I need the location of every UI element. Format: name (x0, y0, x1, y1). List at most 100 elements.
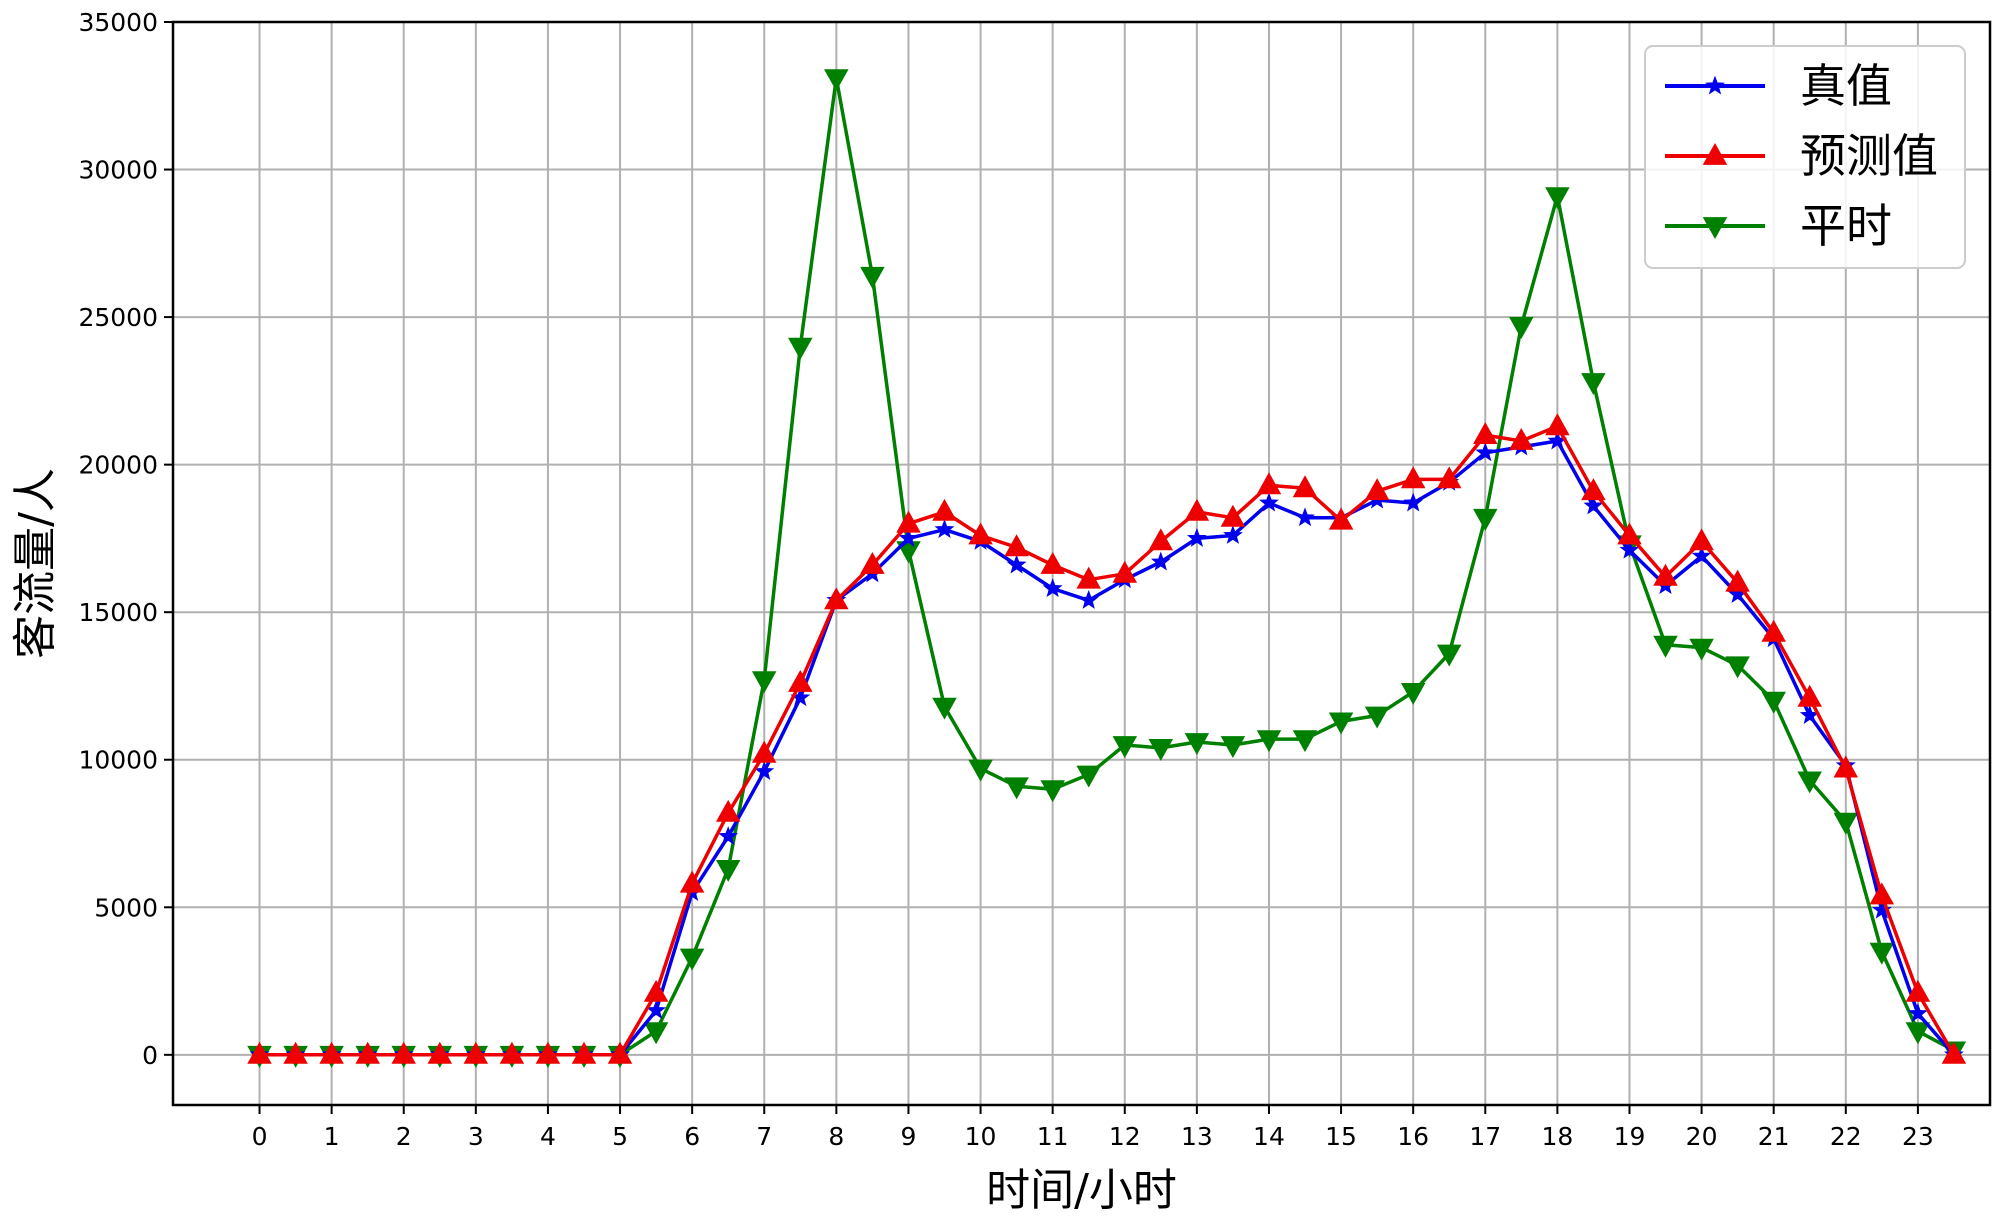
x-tick-label: 15 (1325, 1122, 1357, 1151)
y-tick-label: 25000 (78, 303, 158, 332)
data-point (1725, 656, 1750, 679)
data-point (968, 522, 993, 545)
data-point (1220, 736, 1246, 759)
x-tick-label: 10 (965, 1122, 997, 1151)
legend-swatch-marker (1702, 217, 1728, 240)
data-point (1473, 508, 1498, 531)
y-axis-title: 客流量/人 (10, 468, 61, 659)
y-tick-label: 10000 (78, 746, 158, 775)
data-point (1619, 539, 1640, 559)
data-point (1436, 466, 1462, 489)
x-tick-label: 19 (1614, 1122, 1646, 1151)
data-point (1509, 427, 1534, 450)
x-tick-label: 11 (1037, 1122, 1069, 1151)
series-1 (247, 413, 1967, 1064)
data-point (1653, 563, 1678, 586)
x-tick-label: 21 (1758, 1122, 1790, 1151)
data-point (932, 498, 957, 521)
data-point (1040, 780, 1065, 803)
data-point (247, 1041, 272, 1064)
data-point (1292, 475, 1318, 498)
data-point (1256, 472, 1282, 495)
data-point (1004, 777, 1029, 800)
legend-item: 预测值 (1665, 129, 1938, 183)
data-point (1148, 528, 1174, 551)
data-point (751, 671, 777, 694)
legend-label: 平时 (1800, 199, 1892, 253)
data-point (751, 740, 777, 763)
x-axis: 0 1 2 3 4 5 6 7 8 9 10 11 12 13 14 15 16 17 18 19 20 21 22 23 (252, 1105, 1934, 1151)
y-tick-label: 15000 (78, 598, 158, 627)
y-tick-label: 35000 (78, 8, 158, 37)
data-point (427, 1041, 453, 1064)
data-point (1871, 899, 1892, 919)
data-point (1292, 730, 1318, 753)
data-point (715, 799, 741, 822)
data-point (934, 519, 955, 538)
data-point (1473, 422, 1498, 444)
data-point (1761, 619, 1786, 642)
data-point (1509, 317, 1534, 339)
data-point (1475, 442, 1496, 462)
data-point (1907, 1003, 1928, 1022)
data-point (1259, 492, 1279, 512)
data-point (535, 1041, 561, 1064)
legend-item: 平时 (1665, 199, 1892, 253)
y-axis: 0 5000 10000 15000 20000 25000 30000 35000 (78, 8, 173, 1070)
x-tick-label: 4 (540, 1122, 556, 1151)
x-tick-label: 17 (1469, 1122, 1501, 1151)
legend-swatch-marker (1705, 75, 1725, 95)
y-tick-label: 20000 (78, 451, 158, 480)
legend-swatch-marker (1702, 142, 1728, 165)
data-point (932, 697, 957, 720)
legend-label: 预测值 (1800, 129, 1938, 183)
data-point (1042, 578, 1063, 598)
data-point (1833, 812, 1859, 835)
data-point (1689, 638, 1714, 661)
data-point (1364, 478, 1390, 501)
series-area (247, 69, 1967, 1068)
data-point (1150, 551, 1171, 571)
x-tick-label: 13 (1181, 1122, 1213, 1151)
legend-label: 真值 (1800, 59, 1892, 113)
data-point (860, 551, 885, 574)
x-tick-label: 3 (468, 1122, 484, 1151)
x-tick-label: 8 (828, 1122, 844, 1151)
x-tick-label: 7 (756, 1122, 772, 1151)
data-point (1403, 492, 1424, 512)
data-point (646, 1000, 667, 1020)
data-point (463, 1041, 489, 1064)
data-point (754, 761, 775, 780)
data-point (1691, 545, 1712, 565)
data-point (1725, 569, 1750, 592)
grid (173, 21, 1990, 1105)
x-tick-label: 2 (396, 1122, 412, 1151)
x-tick-label: 9 (900, 1122, 916, 1151)
data-point (1112, 736, 1138, 759)
data-point (1186, 527, 1207, 547)
x-tick-label: 12 (1109, 1122, 1141, 1151)
data-point (1583, 495, 1604, 515)
legend-item: 真值 (1665, 59, 1892, 113)
data-point (1400, 466, 1426, 489)
y-tick-label: 0 (142, 1041, 158, 1070)
data-point (1040, 551, 1065, 574)
data-point (607, 1041, 633, 1064)
x-axis-title: 时间/小时 (986, 1165, 1177, 1216)
x-tick-label: 0 (252, 1122, 268, 1151)
data-point (1869, 942, 1895, 965)
data-point (571, 1041, 597, 1064)
x-tick-label: 16 (1397, 1122, 1429, 1151)
data-point (788, 669, 813, 692)
data-point (1436, 644, 1462, 667)
data-point (1617, 522, 1642, 545)
data-point (898, 527, 919, 547)
data-point (319, 1041, 344, 1064)
x-tick-label: 20 (1686, 1122, 1718, 1151)
data-point (1761, 691, 1786, 714)
data-point (1328, 507, 1354, 530)
x-tick-label: 18 (1541, 1122, 1573, 1151)
data-point (1148, 739, 1174, 761)
plot-frame (171, 20, 1992, 1107)
